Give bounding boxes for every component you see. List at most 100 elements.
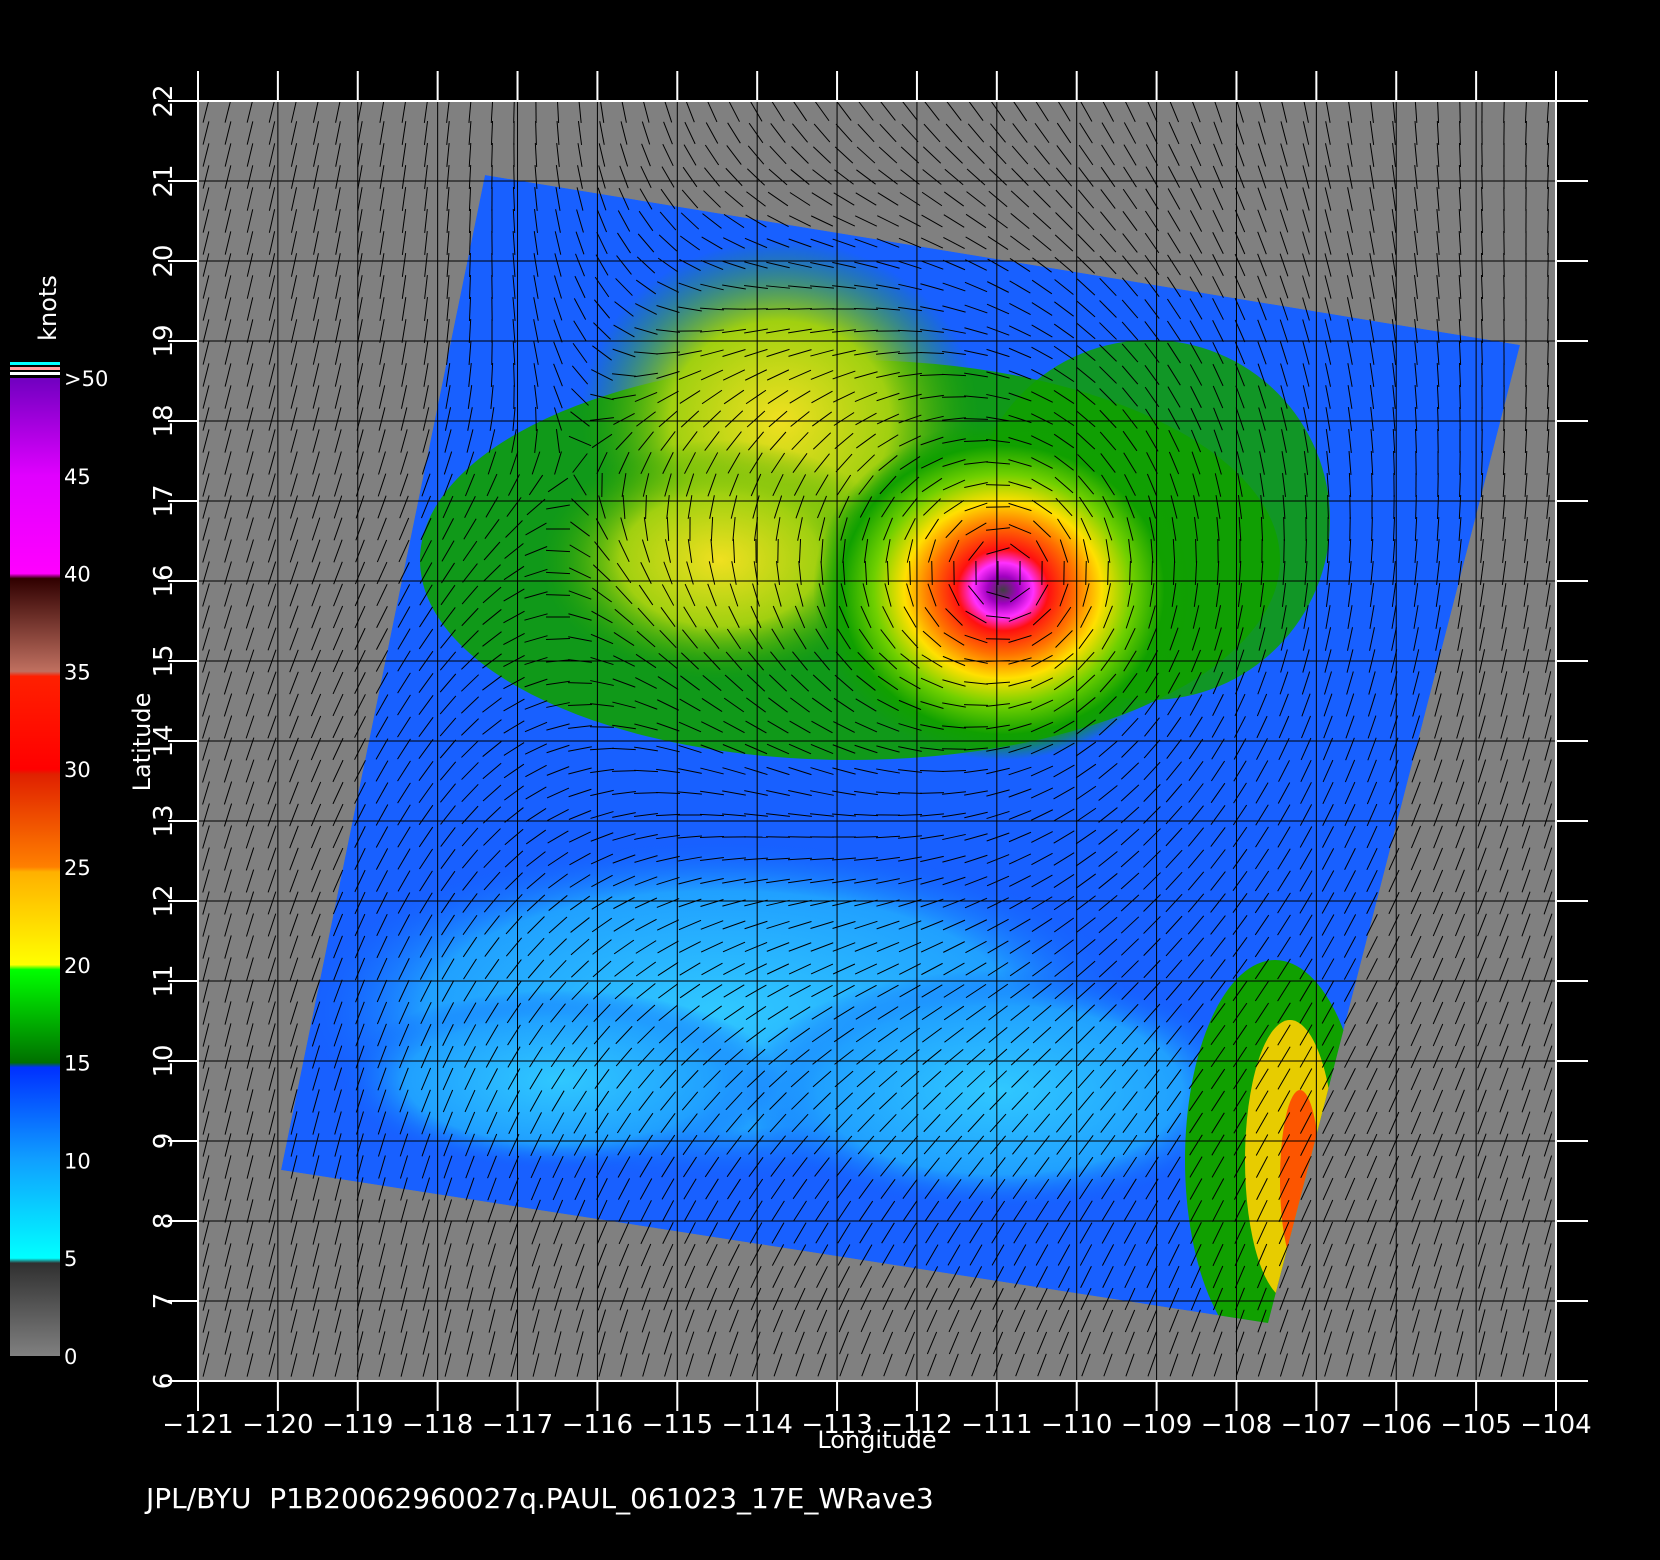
wind-vector (1191, 451, 1201, 475)
wind-vector (1410, 1023, 1422, 1047)
wind-vector (1411, 1221, 1421, 1245)
wind-vector (963, 440, 989, 442)
wind-vector (224, 1221, 232, 1245)
wind-vector (596, 451, 608, 475)
storm-core (813, 420, 1193, 760)
wind-vector (792, 123, 808, 143)
wind-vector (1238, 516, 1242, 542)
wind-vector (290, 297, 298, 321)
wind-vector (704, 431, 720, 451)
wind-vector (732, 538, 736, 564)
wind-vector (1054, 476, 1074, 494)
wind-vector (312, 1309, 320, 1333)
wind-vector (815, 474, 829, 496)
wind-vector (202, 1133, 210, 1157)
wind-vector (722, 328, 746, 334)
wind-vector (724, 190, 744, 208)
wind-vector (1324, 275, 1332, 299)
wind-vector (1477, 1177, 1487, 1201)
wind-vector (224, 1243, 232, 1267)
wind-vector (1478, 1309, 1486, 1333)
wind-vector (641, 1309, 651, 1333)
wind-vector (622, 494, 626, 520)
wind-vector (531, 1265, 541, 1289)
wind-vector (1434, 1287, 1442, 1311)
wind-vector (664, 473, 672, 497)
wind-vector (1076, 410, 1096, 428)
wind-vector (223, 759, 233, 783)
wind-vector (634, 372, 658, 378)
wind-vector (1059, 539, 1069, 563)
wind-vector (268, 1111, 276, 1135)
wind-vector (246, 1199, 254, 1223)
wind-vector (591, 369, 613, 381)
wind-vector (813, 123, 831, 143)
wind-vector (311, 979, 321, 1003)
wind-vector (1414, 209, 1418, 233)
wind-vector (1499, 913, 1509, 937)
wind-vector (268, 319, 276, 343)
wind-vector (794, 1266, 806, 1288)
wind-vector (334, 1265, 342, 1289)
wind-vector (1015, 1353, 1025, 1377)
wind-vector (618, 451, 630, 475)
wind-vector (1433, 759, 1443, 783)
wind-vector (397, 584, 411, 606)
wind-vector (1544, 671, 1552, 695)
wind-vector (510, 1331, 518, 1355)
wind-vector (553, 363, 563, 387)
wind-vector (638, 431, 654, 451)
wind-vector (788, 261, 812, 269)
wind-vector (202, 869, 210, 893)
wind-vector (856, 433, 876, 449)
wind-vector (1344, 1177, 1356, 1201)
wind-vector (568, 590, 592, 600)
wind-vector (1391, 187, 1397, 211)
wind-vector (378, 1265, 386, 1289)
wind-vector (1301, 1243, 1311, 1267)
wind-vector (1079, 100, 1093, 122)
wind-vector (334, 1353, 342, 1377)
wind-vector (621, 99, 627, 123)
wind-vector (1543, 1001, 1553, 1025)
wind-vector (1323, 1309, 1333, 1333)
wind-vector (838, 495, 850, 519)
wind-vector (533, 341, 539, 365)
wind-vector (246, 979, 254, 1003)
wind-vector (468, 318, 472, 344)
wind-vector (1189, 364, 1203, 386)
wind-vector (1388, 869, 1400, 893)
wind-vector (789, 390, 811, 404)
wind-vector (707, 1353, 717, 1377)
wind-vector (573, 298, 587, 320)
wind-vector (224, 847, 232, 871)
wind-vector (1455, 1133, 1465, 1157)
wind-vector (1236, 99, 1244, 123)
wind-vector (1547, 340, 1549, 366)
wind-vector (202, 143, 210, 167)
wind-vector (659, 211, 677, 231)
wind-vector (898, 372, 922, 378)
wind-vector (1477, 1221, 1487, 1245)
wind-vector (687, 539, 693, 563)
wind-vector (1480, 539, 1484, 563)
wind-vector (941, 396, 967, 398)
wind-vector (246, 957, 254, 981)
wind-vector (1145, 166, 1159, 188)
wind-vector (744, 285, 768, 289)
wind-vector (1456, 671, 1464, 695)
wind-vector (1076, 344, 1096, 362)
wind-vector (399, 473, 409, 497)
wind-vector (468, 186, 472, 212)
wind-vector (943, 237, 965, 249)
wind-vector (926, 1288, 938, 1310)
wind-vector (267, 759, 277, 783)
wind-vector (795, 1331, 805, 1355)
wind-vector (723, 237, 745, 249)
wind-vector (970, 1288, 982, 1310)
wind-vector (1369, 231, 1375, 255)
wind-vector (682, 431, 698, 451)
wind-vector (202, 1331, 210, 1355)
wind-vector (618, 1221, 630, 1245)
wind-vector (1477, 957, 1487, 981)
